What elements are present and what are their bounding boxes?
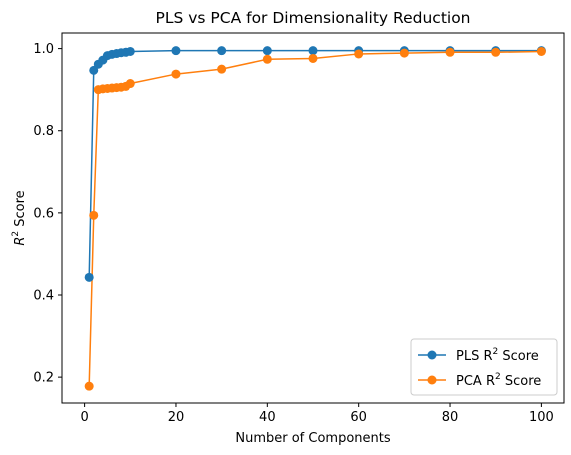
plot-frame [61,32,565,404]
legend-label-pls-sup: 2 [493,347,499,357]
plot-points [84,46,546,391]
data-point-pls [84,272,94,282]
legend-marker-pls [427,350,437,360]
y-tick-label: 0.2 [33,371,54,386]
y-tick-label: 0.8 [33,124,54,139]
legend-label-pca-suffix: Score [501,374,542,389]
data-point-pca [354,49,364,59]
data-point-pls [262,46,272,56]
data-point-pls [125,46,135,56]
chart-title: PLS vs PCA for Dimensionality Reduction [155,9,470,27]
x-axis-label: Number of Components [235,431,390,446]
x-tick-label: 20 [168,410,185,425]
data-point-pls [89,65,99,75]
x-tick-label: 0 [80,410,88,425]
data-point-pca [536,46,546,56]
data-point-pca [217,64,227,74]
legend-label-pls-prefix: PLS R [456,349,493,364]
data-point-pls [171,46,181,56]
legend-label-pca-sup: 2 [495,372,501,382]
legend: PLS R2 Score PCA R2 Score [410,338,558,396]
legend-marker-pca [427,375,437,385]
x-tick-label: 60 [350,410,367,425]
data-point-pca [399,48,409,58]
y-tick-label: 0.4 [33,288,54,303]
x-tick-label: 100 [529,410,554,425]
series-line-pls [88,49,542,278]
legend-box [410,338,558,396]
y-tick-label: 0.6 [33,206,54,221]
y-axis-label-prefix: R [13,237,28,246]
y-axis-label: R2 Score [11,190,28,245]
y-axis-label-suffix: Score [13,190,28,231]
data-point-pca [491,47,501,57]
data-point-pls [217,46,227,56]
data-point-pca [171,69,181,79]
data-point-pca [84,381,94,391]
x-tick-label: 40 [259,410,276,425]
x-axis: 0 20 40 60 80 100 [80,403,554,425]
data-point-pca [89,210,99,220]
data-point-pls [308,46,318,56]
x-tick-label: 80 [442,410,459,425]
data-point-pca [262,54,272,64]
data-point-pca [308,53,318,63]
y-axis-label-sup: 2 [11,231,21,237]
data-point-pca [445,47,455,57]
data-point-pca [125,79,135,89]
y-tick-label: 1.0 [33,42,54,57]
y-axis: 0.2 0.4 0.6 0.8 1.0 [33,42,62,386]
legend-label-pca-prefix: PCA R [456,374,495,389]
plot-lines [88,49,542,387]
series-line-pca [88,50,542,387]
legend-label-pls-suffix: Score [498,349,539,364]
legend-label-pca: PCA R2 Score [456,372,541,389]
legend-label-pls: PLS R2 Score [456,347,539,364]
